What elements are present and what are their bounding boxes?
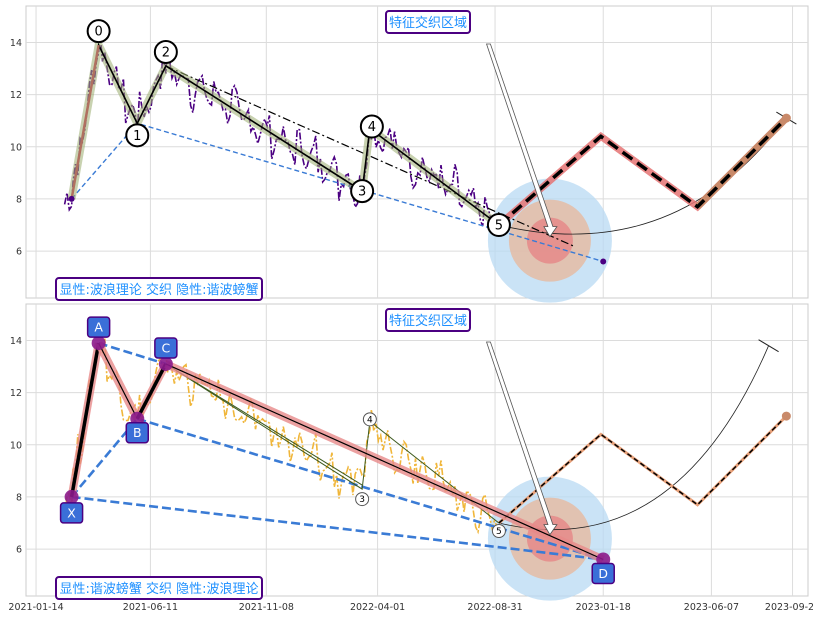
harmonic-label-box [125,421,150,444]
harmonic-point-dot [158,356,173,371]
harmonic-label-box [86,316,111,338]
wave-label-circle [125,123,150,148]
projection-line [498,415,787,524]
wave-label-circle [359,114,384,139]
harmonic-label-c: C [161,340,170,355]
y-tick-label: 8 [16,492,22,503]
x-tick-label: 2023-09-20 [765,602,813,613]
wave-start-segment [70,44,100,200]
y-tick-label: 14 [10,38,22,49]
harmonic-label-d: D [598,566,608,581]
x-tick-label: 2022-08-31 [467,602,522,613]
wave-label-2: 2 [162,45,170,60]
y-tick-label: 6 [16,247,22,258]
harmonic-point-dot [64,489,79,504]
wave-label-4: 4 [368,120,376,135]
wave-label-5: 5 [495,219,503,234]
harmonic-point-dot [91,336,106,351]
harmonic-label-box [154,337,178,359]
wave-label-circle [86,19,111,44]
small-wave-label-5: 5 [496,527,502,537]
harmonic-leg-bc [135,363,168,420]
bottom-title-text: 特征交织区域 [389,313,467,329]
wave-label-1: 1 [133,129,141,144]
wave-label-3: 3 [358,185,366,200]
harmonic-label-box [591,562,615,585]
price-series [63,338,498,535]
wave-label-circle [486,213,511,237]
plot-area [25,303,809,597]
projection-end-point [781,113,791,123]
wave-start-point [68,195,75,202]
arc-curve [498,117,787,235]
x-tick-label: 2021-01-14 [8,602,63,613]
x-tick-label: 2023-06-07 [684,602,739,613]
projection-line [497,116,788,227]
y-tick-label: 8 [16,194,22,205]
harmonic-leg-cd [165,363,604,561]
y-tick-label: 14 [10,336,22,347]
pointer-arrow [485,43,558,238]
harmonic-leg-xa [69,342,101,498]
small-wave-label-4: 4 [367,415,373,425]
plot-area [25,5,809,299]
x-tick-label: 2023-01-18 [576,602,631,613]
harmonic-leg-ab [98,342,138,419]
top-legend-text: 显性:波浪理论 交织 隐性:谐波螃蟹 [59,282,258,298]
small-wave-label-3: 3 [359,495,365,505]
harmonic-label-box [59,502,84,524]
small-wave-circle [362,412,377,427]
y-tick-label: 12 [10,90,22,101]
y-tick-label: 12 [10,388,22,399]
x-tick-label: 2021-11-08 [239,602,294,613]
wave-label-circle [153,39,178,64]
harmonic-label-x: X [67,505,76,520]
pointer-arrow [485,341,558,536]
x-tick-label: 2021-06-11 [123,602,178,613]
arc-end-tick [758,339,779,353]
small-wave-circle [355,492,370,507]
top-title-box: 特征交织区域 [385,10,471,34]
wave-label-0: 0 [94,25,102,40]
bottom-panel: 6 8 10 12 14 2021-01-14 2021-06-11 2021-11-08 20… [8,303,813,613]
y-tick-label: 10 [10,440,22,451]
bottom-legend-text: 显性:谐波螃蟹 交织 隐性:波浪理论 [59,581,258,597]
hidden-wave-line-2 [165,363,363,486]
bottom-legend-box: 显性:谐波螃蟹 交织 隐性:波浪理论 [55,576,263,600]
harmonic-label-b: B [133,425,142,440]
xd-line [71,495,604,561]
target-zone-inner [526,217,573,264]
x-tick-label: 2022-04-01 [350,602,405,613]
ac-line [98,341,167,366]
bd-line [136,417,604,561]
projection-end-point [781,411,791,421]
top-title-text: 特征交织区域 [389,15,467,31]
support-end-point [600,258,607,265]
y-tick-label: 6 [16,545,22,556]
bottom-title-box: 特征交织区域 [385,308,471,332]
harmonic-label-a: A [94,320,103,335]
y-tick-label: 10 [10,142,22,153]
top-legend-box: 显性:波浪理论 交织 隐性:谐波螃蟹 [55,277,263,301]
wave-label-circle [350,179,375,204]
small-wave-circle [491,524,506,538]
